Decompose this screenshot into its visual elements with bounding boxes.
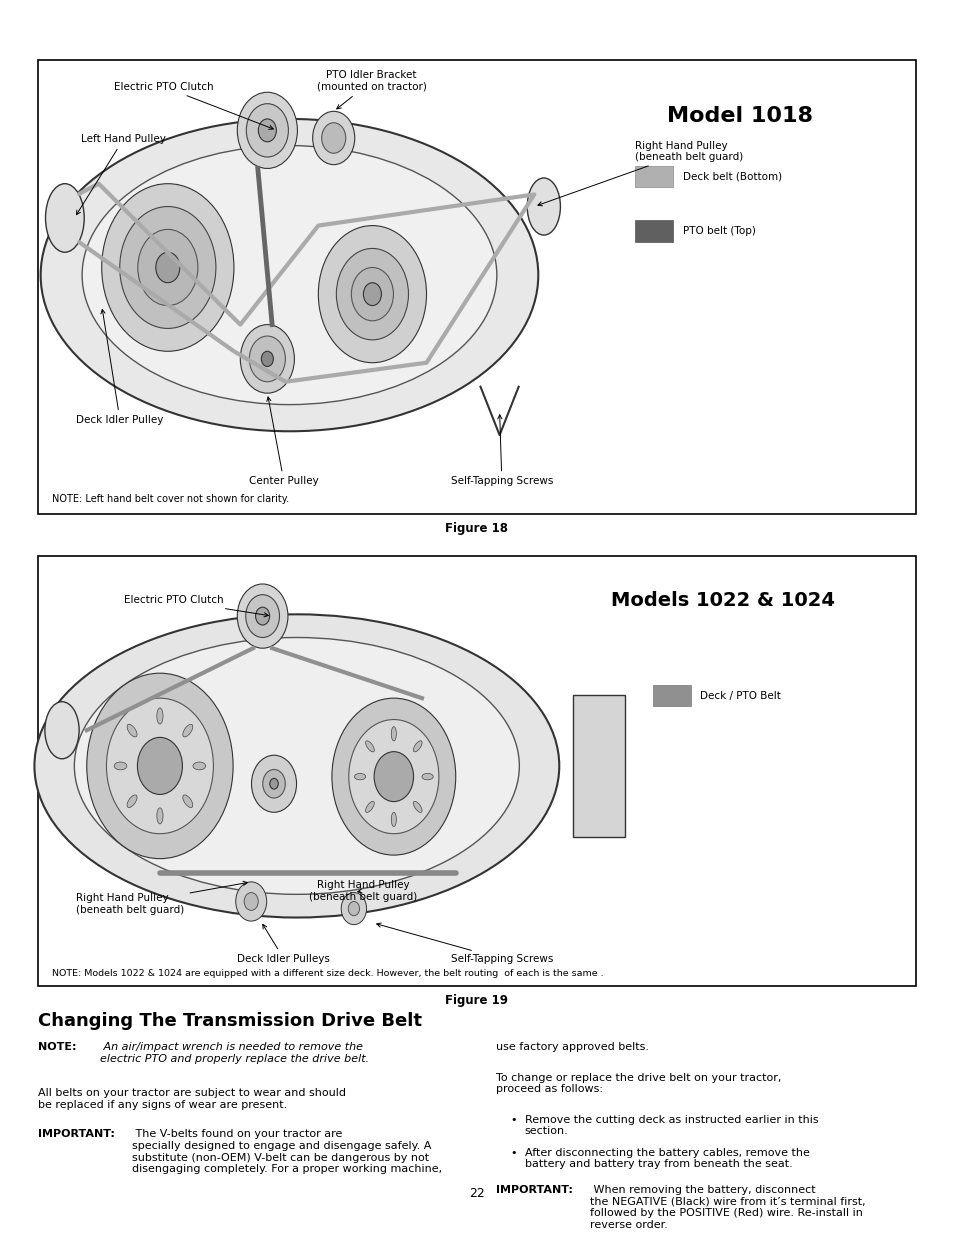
Ellipse shape xyxy=(421,773,433,779)
Circle shape xyxy=(363,283,381,305)
Ellipse shape xyxy=(413,802,421,813)
Text: PTO Idler Bracket
(mounted on tractor): PTO Idler Bracket (mounted on tractor) xyxy=(316,70,426,109)
Text: Figure 18: Figure 18 xyxy=(445,522,508,536)
Text: Figure 19: Figure 19 xyxy=(445,994,508,1007)
Text: IMPORTANT:: IMPORTANT: xyxy=(38,1130,115,1140)
Ellipse shape xyxy=(74,637,518,894)
Ellipse shape xyxy=(391,813,395,826)
Text: Center Pulley: Center Pulley xyxy=(249,396,318,487)
Text: Deck Idler Pulley: Deck Idler Pulley xyxy=(76,310,164,425)
Ellipse shape xyxy=(365,802,374,813)
Text: PTO belt (Top): PTO belt (Top) xyxy=(682,226,755,236)
Circle shape xyxy=(341,893,366,925)
Bar xyxy=(38,61,915,514)
Circle shape xyxy=(237,93,297,168)
Circle shape xyxy=(262,769,285,798)
Circle shape xyxy=(332,698,456,855)
Circle shape xyxy=(237,584,288,648)
Bar xyxy=(652,684,690,706)
Text: Changing The Transmission Drive Belt: Changing The Transmission Drive Belt xyxy=(38,1013,422,1030)
Circle shape xyxy=(235,882,267,921)
Ellipse shape xyxy=(365,741,374,752)
Ellipse shape xyxy=(82,146,497,405)
Ellipse shape xyxy=(127,795,137,808)
Text: Right Hand Pulley
(beneath belt guard): Right Hand Pulley (beneath belt guard) xyxy=(76,882,247,915)
Circle shape xyxy=(321,122,345,153)
Ellipse shape xyxy=(156,708,163,724)
Text: Electric PTO Clutch: Electric PTO Clutch xyxy=(114,82,273,130)
Text: 22: 22 xyxy=(469,1187,484,1199)
Circle shape xyxy=(374,752,413,802)
Text: Right Hand Pulley
(beneath belt guard): Right Hand Pulley (beneath belt guard) xyxy=(309,881,416,902)
Circle shape xyxy=(349,720,438,834)
Ellipse shape xyxy=(114,762,127,769)
Ellipse shape xyxy=(127,724,137,737)
Circle shape xyxy=(351,268,393,321)
Text: NOTE: Models 1022 & 1024 are equipped with a different size deck. However, the b: NOTE: Models 1022 & 1024 are equipped wi… xyxy=(52,968,603,978)
Circle shape xyxy=(348,902,359,915)
Circle shape xyxy=(102,184,233,351)
Ellipse shape xyxy=(183,795,193,808)
Ellipse shape xyxy=(156,808,163,824)
Bar xyxy=(572,694,624,837)
Text: All belts on your tractor are subject to wear and should
be replaced if any sign: All belts on your tractor are subject to… xyxy=(38,1088,346,1110)
Circle shape xyxy=(318,226,426,363)
Text: Self-Tapping Screws: Self-Tapping Screws xyxy=(376,923,553,963)
Text: Right Hand Pulley
(beneath belt guard): Right Hand Pulley (beneath belt guard) xyxy=(537,141,742,206)
Text: NOTE: Left hand belt cover not shown for clarity.: NOTE: Left hand belt cover not shown for… xyxy=(52,494,290,504)
Circle shape xyxy=(270,778,278,789)
Circle shape xyxy=(246,595,279,637)
Circle shape xyxy=(252,756,296,813)
Text: Deck Idler Pulleys: Deck Idler Pulleys xyxy=(237,924,330,963)
Text: The V-belts found on your tractor are
specially designed to engage and disengage: The V-belts found on your tractor are sp… xyxy=(132,1130,441,1174)
Circle shape xyxy=(261,351,274,367)
Ellipse shape xyxy=(45,701,79,758)
Circle shape xyxy=(137,230,197,305)
Circle shape xyxy=(246,104,288,157)
Text: Models 1022 & 1024: Models 1022 & 1024 xyxy=(610,590,834,610)
Circle shape xyxy=(255,608,270,625)
Ellipse shape xyxy=(527,178,559,235)
Circle shape xyxy=(249,336,285,382)
Ellipse shape xyxy=(413,741,421,752)
Text: Deck belt (Bottom): Deck belt (Bottom) xyxy=(682,172,781,182)
Ellipse shape xyxy=(34,614,558,918)
Circle shape xyxy=(155,252,180,283)
Text: After disconnecting the battery cables, remove the
battery and battery tray from: After disconnecting the battery cables, … xyxy=(524,1147,809,1170)
Bar xyxy=(38,556,915,986)
Text: Electric PTO Clutch: Electric PTO Clutch xyxy=(124,595,268,618)
Text: An air/impact wrench is needed to remove the
electric PTO and properly replace t: An air/impact wrench is needed to remove… xyxy=(100,1042,369,1063)
Text: Self-Tapping Screws: Self-Tapping Screws xyxy=(450,415,553,487)
Circle shape xyxy=(120,206,215,329)
Circle shape xyxy=(258,119,276,142)
Circle shape xyxy=(87,673,233,858)
Text: Remove the cutting deck as instructed earlier in this
section.: Remove the cutting deck as instructed ea… xyxy=(524,1115,818,1136)
Ellipse shape xyxy=(355,773,365,779)
Text: When removing the battery, disconnect
the NEGATIVE (Black) wire from it’s termin: When removing the battery, disconnect th… xyxy=(589,1186,864,1230)
Ellipse shape xyxy=(193,762,206,769)
Bar xyxy=(635,165,673,188)
Circle shape xyxy=(137,737,182,794)
Text: •: • xyxy=(510,1147,517,1157)
Text: IMPORTANT:: IMPORTANT: xyxy=(496,1186,573,1195)
Text: Model 1018: Model 1018 xyxy=(666,106,813,126)
Circle shape xyxy=(244,893,258,910)
Bar xyxy=(635,220,673,242)
Circle shape xyxy=(313,111,355,164)
Circle shape xyxy=(336,248,408,340)
Text: •: • xyxy=(510,1115,517,1125)
Text: NOTE:: NOTE: xyxy=(38,1042,76,1052)
Text: use factory approved belts.: use factory approved belts. xyxy=(496,1042,648,1052)
Text: To change or replace the drive belt on your tractor,
proceed as follows:: To change or replace the drive belt on y… xyxy=(496,1072,781,1094)
Circle shape xyxy=(240,325,294,393)
Ellipse shape xyxy=(46,184,84,252)
Circle shape xyxy=(107,698,213,834)
Text: Deck / PTO Belt: Deck / PTO Belt xyxy=(700,690,781,700)
Ellipse shape xyxy=(391,726,395,741)
Ellipse shape xyxy=(183,724,193,737)
Ellipse shape xyxy=(41,119,537,431)
Text: Left Hand Pulley: Left Hand Pulley xyxy=(76,135,166,215)
